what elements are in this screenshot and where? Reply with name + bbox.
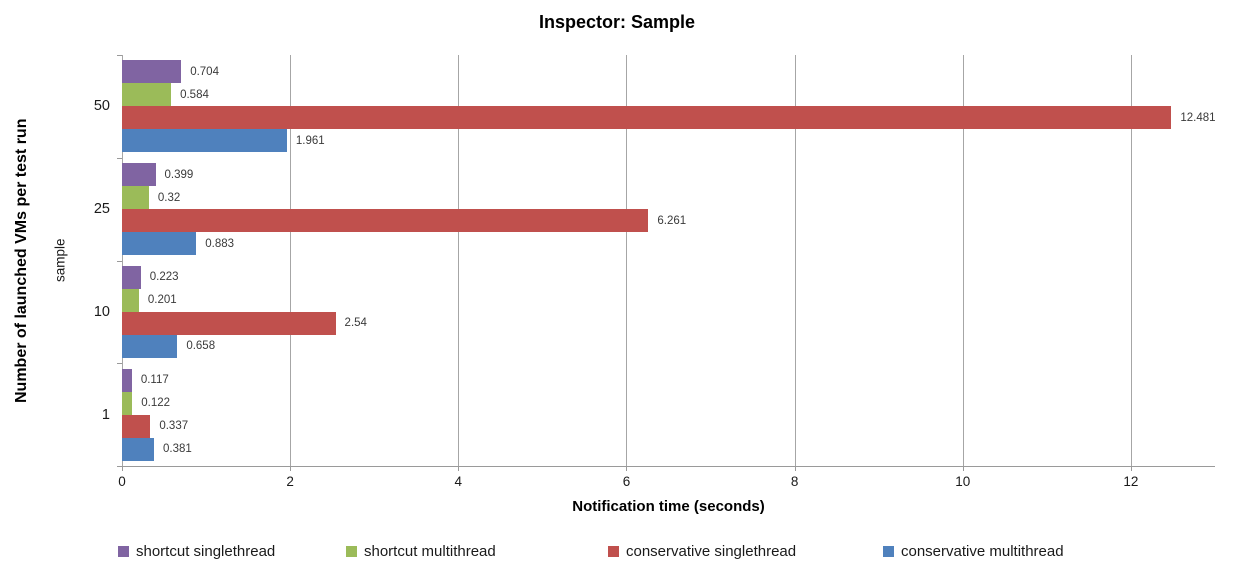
gridline [290, 55, 292, 466]
bar-value-label: 0.399 [164, 168, 194, 181]
x-axis-tickmark [626, 466, 628, 471]
gridline [1130, 55, 1132, 466]
category-label: 1 [101, 406, 110, 423]
legend-marker-icon [883, 545, 894, 557]
bar [122, 391, 133, 415]
bar [122, 129, 287, 153]
x-tick-label: 6 [622, 474, 631, 489]
bar-value-label: 0.584 [180, 88, 209, 101]
bar [122, 265, 141, 289]
plot-area: 0.704 0.584 12.481 1.961 0.399 0.32 6.261 0.883… [117, 55, 1216, 471]
bar-value-label: 0.223 [149, 271, 179, 284]
gridline [458, 55, 460, 466]
gridline [794, 55, 796, 466]
y-axis-tickmark [117, 55, 122, 56]
legend-label: shortcut singlethread [136, 542, 276, 560]
gridline [122, 55, 123, 466]
bar [122, 368, 132, 392]
y-axis-tickmark [117, 363, 122, 364]
bar-value-label: 0.337 [159, 420, 189, 433]
bar-value-label: 0.117 [140, 374, 169, 387]
legend-item: shortcut singlethread [118, 540, 275, 562]
bar [122, 60, 182, 84]
bar [122, 232, 197, 256]
bar [122, 209, 649, 233]
bar-value-label: 6.261 [657, 214, 687, 227]
bar [122, 311, 336, 335]
y-axis-title: Number of launched VMs per test run [13, 118, 30, 403]
bar [122, 83, 172, 107]
bar-value-label: 0.658 [186, 340, 216, 353]
legend-item: conservative singlethread [608, 540, 796, 562]
x-tick-label: 2 [286, 474, 294, 489]
bar-value-label: 1.961 [295, 134, 325, 147]
bar-value-label: 2.54 [344, 317, 367, 330]
bar [122, 186, 149, 210]
x-tick-label: 12 [1123, 474, 1139, 489]
legend-item: conservative multithread [883, 540, 1064, 562]
legend-marker-icon [118, 545, 129, 557]
legend-marker-icon [346, 545, 357, 557]
x-axis-tickmark [1130, 466, 1132, 471]
legend-item: shortcut multithread [346, 540, 496, 562]
x-axis-line [122, 466, 1215, 467]
category-label: 10 [93, 303, 110, 320]
x-tick-label: 0 [118, 474, 126, 489]
legend-marker-icon [608, 545, 619, 557]
bar [122, 437, 155, 461]
gridline [962, 55, 964, 466]
bar [122, 106, 1172, 130]
gridline [626, 55, 628, 466]
y-axis-tickmark [117, 158, 122, 159]
chart-title: Inspector: Sample [538, 12, 696, 32]
x-axis-tickmark [122, 466, 123, 471]
bar-value-label: 0.704 [190, 65, 219, 78]
x-tick-label: 10 [955, 474, 971, 489]
x-axis-tickmark [290, 466, 292, 471]
bar-value-label: 12.481 [1180, 111, 1216, 124]
legend-label: conservative singlethread [626, 542, 797, 560]
bar-value-label: 0.201 [147, 294, 177, 307]
x-axis-tickmark [458, 466, 460, 471]
legend-label: conservative multithread [901, 542, 1064, 560]
legend-label: shortcut multithread [364, 542, 496, 560]
x-axis-tickmark [794, 466, 796, 471]
bar [122, 414, 151, 438]
x-tick-label: 8 [790, 474, 799, 489]
x-tick-label: 4 [454, 474, 463, 489]
bar [122, 334, 178, 358]
bar-value-label: 0.381 [163, 443, 192, 456]
y-axis-tickmark [117, 261, 122, 262]
category-label: 50 [93, 98, 110, 115]
bar [122, 288, 139, 312]
category-label: 25 [93, 201, 110, 218]
y-axis-tickmark [117, 466, 122, 467]
x-axis-title: Notification time (seconds) [572, 498, 765, 515]
bar [122, 163, 156, 187]
bar-value-label: 0.32 [157, 191, 181, 204]
x-axis-tickmark [962, 466, 964, 471]
bar-value-label: 0.883 [205, 237, 235, 250]
bar-value-label: 0.122 [141, 397, 171, 410]
y-axis-secondary-label: sample [52, 238, 68, 283]
